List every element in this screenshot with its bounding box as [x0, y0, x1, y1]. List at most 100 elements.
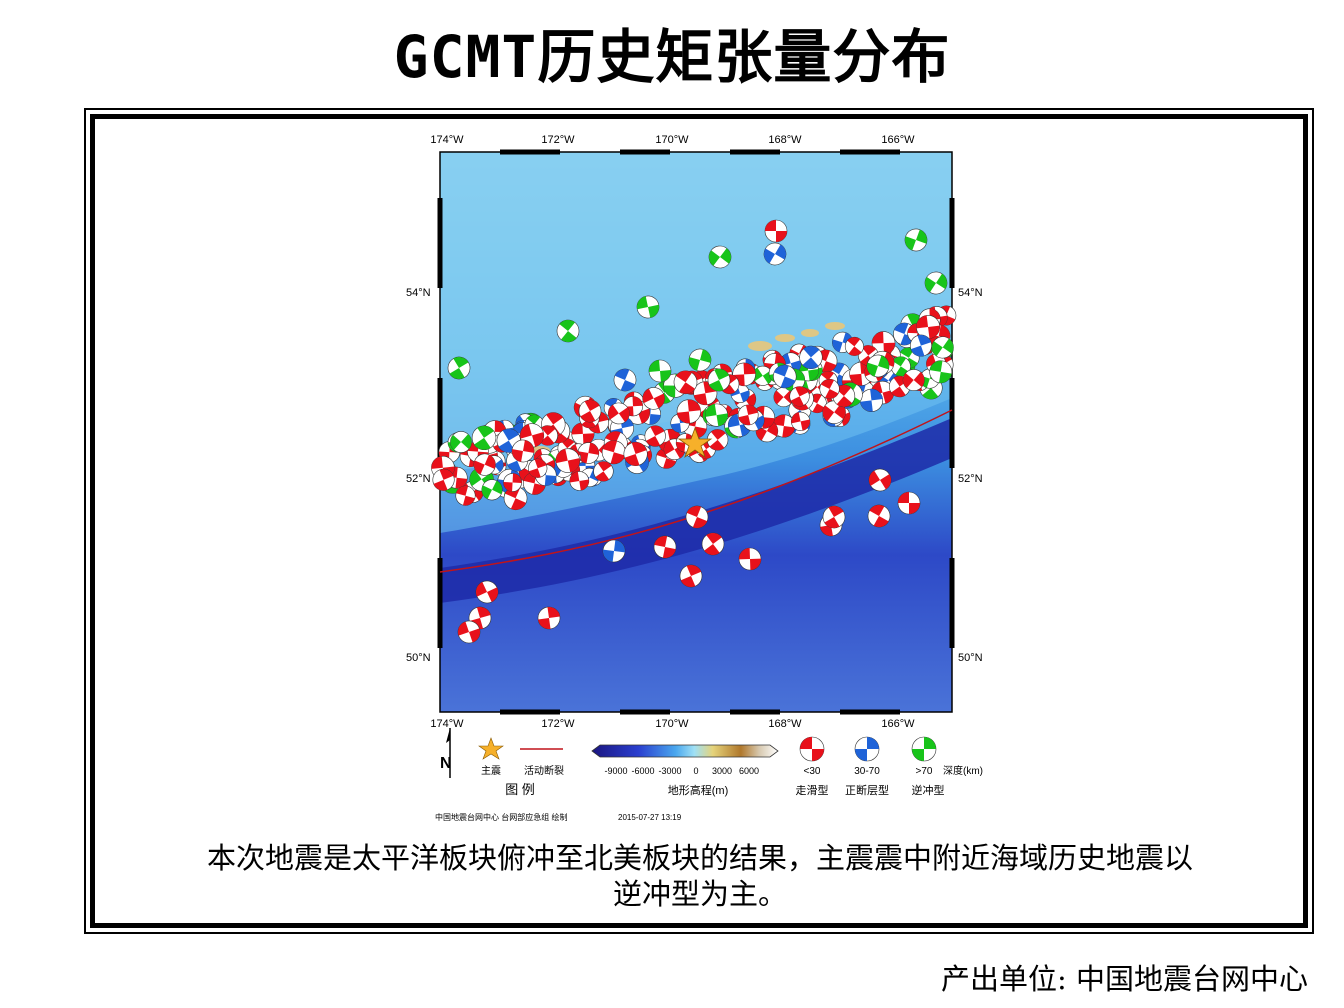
beachball-icon — [705, 403, 729, 427]
mech-type-label: 正断层型 — [845, 783, 889, 797]
beachball-icon — [799, 345, 823, 370]
beachball-icon — [924, 271, 948, 295]
beachball-icon — [432, 468, 455, 491]
legend-thrust-icon — [911, 736, 937, 762]
beachball-icon — [601, 440, 626, 465]
beachball-icon — [578, 399, 602, 423]
beachball-icon — [642, 387, 665, 410]
beachball-icon — [676, 399, 701, 424]
beachball-icon — [706, 429, 729, 451]
inner-frame — [90, 114, 1308, 928]
beachball-icon — [789, 386, 810, 407]
beachball-icon — [819, 378, 840, 400]
lon-tick-top: 168°W — [768, 134, 802, 146]
beachball-layer — [431, 219, 957, 644]
legend-normal-fault-icon — [854, 736, 880, 762]
depth-class-label: >70 — [916, 766, 933, 777]
page-title: GCMT历史矩张量分布 — [393, 23, 951, 91]
beachball-icon — [707, 368, 731, 392]
lat-tick-right: 50°N — [958, 652, 983, 664]
beachball-icon — [685, 505, 709, 529]
beachball-icon — [593, 461, 614, 482]
outer-frame — [84, 108, 1314, 934]
lon-tick-bottom: 166°W — [881, 718, 915, 730]
legend-star-label: 主震 — [481, 765, 501, 777]
beachball-icon — [455, 485, 476, 506]
seismic-map: 174°W 172°W 170°W 168°W 166°W 174°W 172°… — [406, 134, 983, 822]
mech-type-label: 走滑型 — [796, 783, 829, 797]
beachball-icon — [673, 370, 698, 395]
elevation-colorbar — [591, 744, 779, 758]
beachball-icon — [866, 354, 890, 378]
legend-star-icon — [478, 737, 504, 760]
beachball-icon — [511, 439, 535, 463]
beachball-icon — [904, 228, 928, 252]
beachball-icon — [602, 539, 626, 563]
beachball-icon — [929, 360, 953, 384]
beachball-icon — [790, 411, 811, 432]
beachball-icon — [868, 468, 892, 492]
beachball-icon — [897, 491, 921, 515]
beachball-icon — [636, 295, 660, 319]
beachball-icon — [738, 547, 762, 571]
beachball-icon — [867, 504, 891, 528]
beachball-icon — [556, 319, 580, 343]
lon-tick-bottom: 168°W — [768, 718, 802, 730]
mech-type-label: 逆冲型 — [912, 783, 945, 797]
beachball-icon — [844, 336, 864, 356]
beachball-icon — [909, 334, 932, 357]
beachball-icon — [916, 315, 941, 339]
date-text: 2015-07-27 13:19 — [618, 813, 682, 822]
beachball-icon — [931, 336, 954, 359]
elevation-tick: 6000 — [739, 766, 759, 776]
depth-class-label: <30 — [804, 766, 821, 777]
legend-strike-slip-icon — [799, 736, 825, 762]
main-shock-star — [677, 426, 713, 459]
lon-tick-bottom: 170°W — [655, 718, 689, 730]
beachball-icon — [613, 368, 637, 392]
lon-tick-top: 166°W — [881, 134, 915, 146]
beachball-icon — [450, 431, 472, 453]
beachball-icon — [773, 364, 797, 389]
beachball-icon — [475, 580, 499, 604]
lon-tick-bottom: 174°W — [430, 718, 464, 730]
beachball-icon — [503, 473, 522, 492]
beachball-icon — [528, 458, 548, 478]
svg-text:N: N — [440, 755, 452, 772]
beachball-icon — [471, 425, 497, 451]
beachball-icon — [822, 400, 846, 424]
depth-class-label: 30-70 — [854, 766, 880, 777]
caption-line: 本次地震是太平洋板块俯冲至北美板块的结果，主震震中附近海域历史地震以 — [206, 841, 1193, 875]
caption-line: 逆冲型为主。 — [612, 877, 787, 911]
beachball-icon — [457, 620, 481, 644]
lon-tick-top: 170°W — [655, 134, 689, 146]
beachball-icon — [644, 425, 666, 447]
beachball-icon — [902, 369, 925, 391]
beachball-icon — [688, 348, 712, 372]
depth-unit-label: 深度(km) — [943, 764, 983, 777]
elevation-tick: 0 — [693, 766, 698, 776]
beachball-icon — [623, 441, 648, 466]
lon-tick-bottom: 172°W — [541, 718, 575, 730]
beachball-icon — [832, 331, 854, 353]
elevation-tick: -6000 — [631, 766, 654, 776]
lat-tick-left: 50°N — [406, 652, 431, 664]
legend-title: 图 例 — [505, 782, 535, 797]
active-fault-line — [439, 409, 953, 573]
beachball-icon — [481, 479, 503, 501]
beachball-icon — [822, 505, 846, 529]
beachball-icon — [859, 388, 884, 412]
beachball-icon — [763, 242, 787, 266]
beachball-icon — [708, 245, 732, 269]
beachball-icon — [653, 535, 677, 559]
beachball-icon — [555, 448, 581, 473]
footer-producer: 产出单位: 中国地震台网中心 — [941, 962, 1308, 996]
elevation-tick: -9000 — [604, 766, 627, 776]
lat-tick-left: 52°N — [406, 473, 431, 485]
beachball-icon — [473, 453, 496, 476]
beachball-icon — [701, 532, 725, 556]
beachball-icon — [537, 606, 561, 630]
lat-tick-left: 54°N — [406, 287, 431, 299]
credit-text: 中国地震台网中心 台网部应急组 绘制 — [435, 812, 567, 822]
beachball-icon — [772, 414, 796, 438]
